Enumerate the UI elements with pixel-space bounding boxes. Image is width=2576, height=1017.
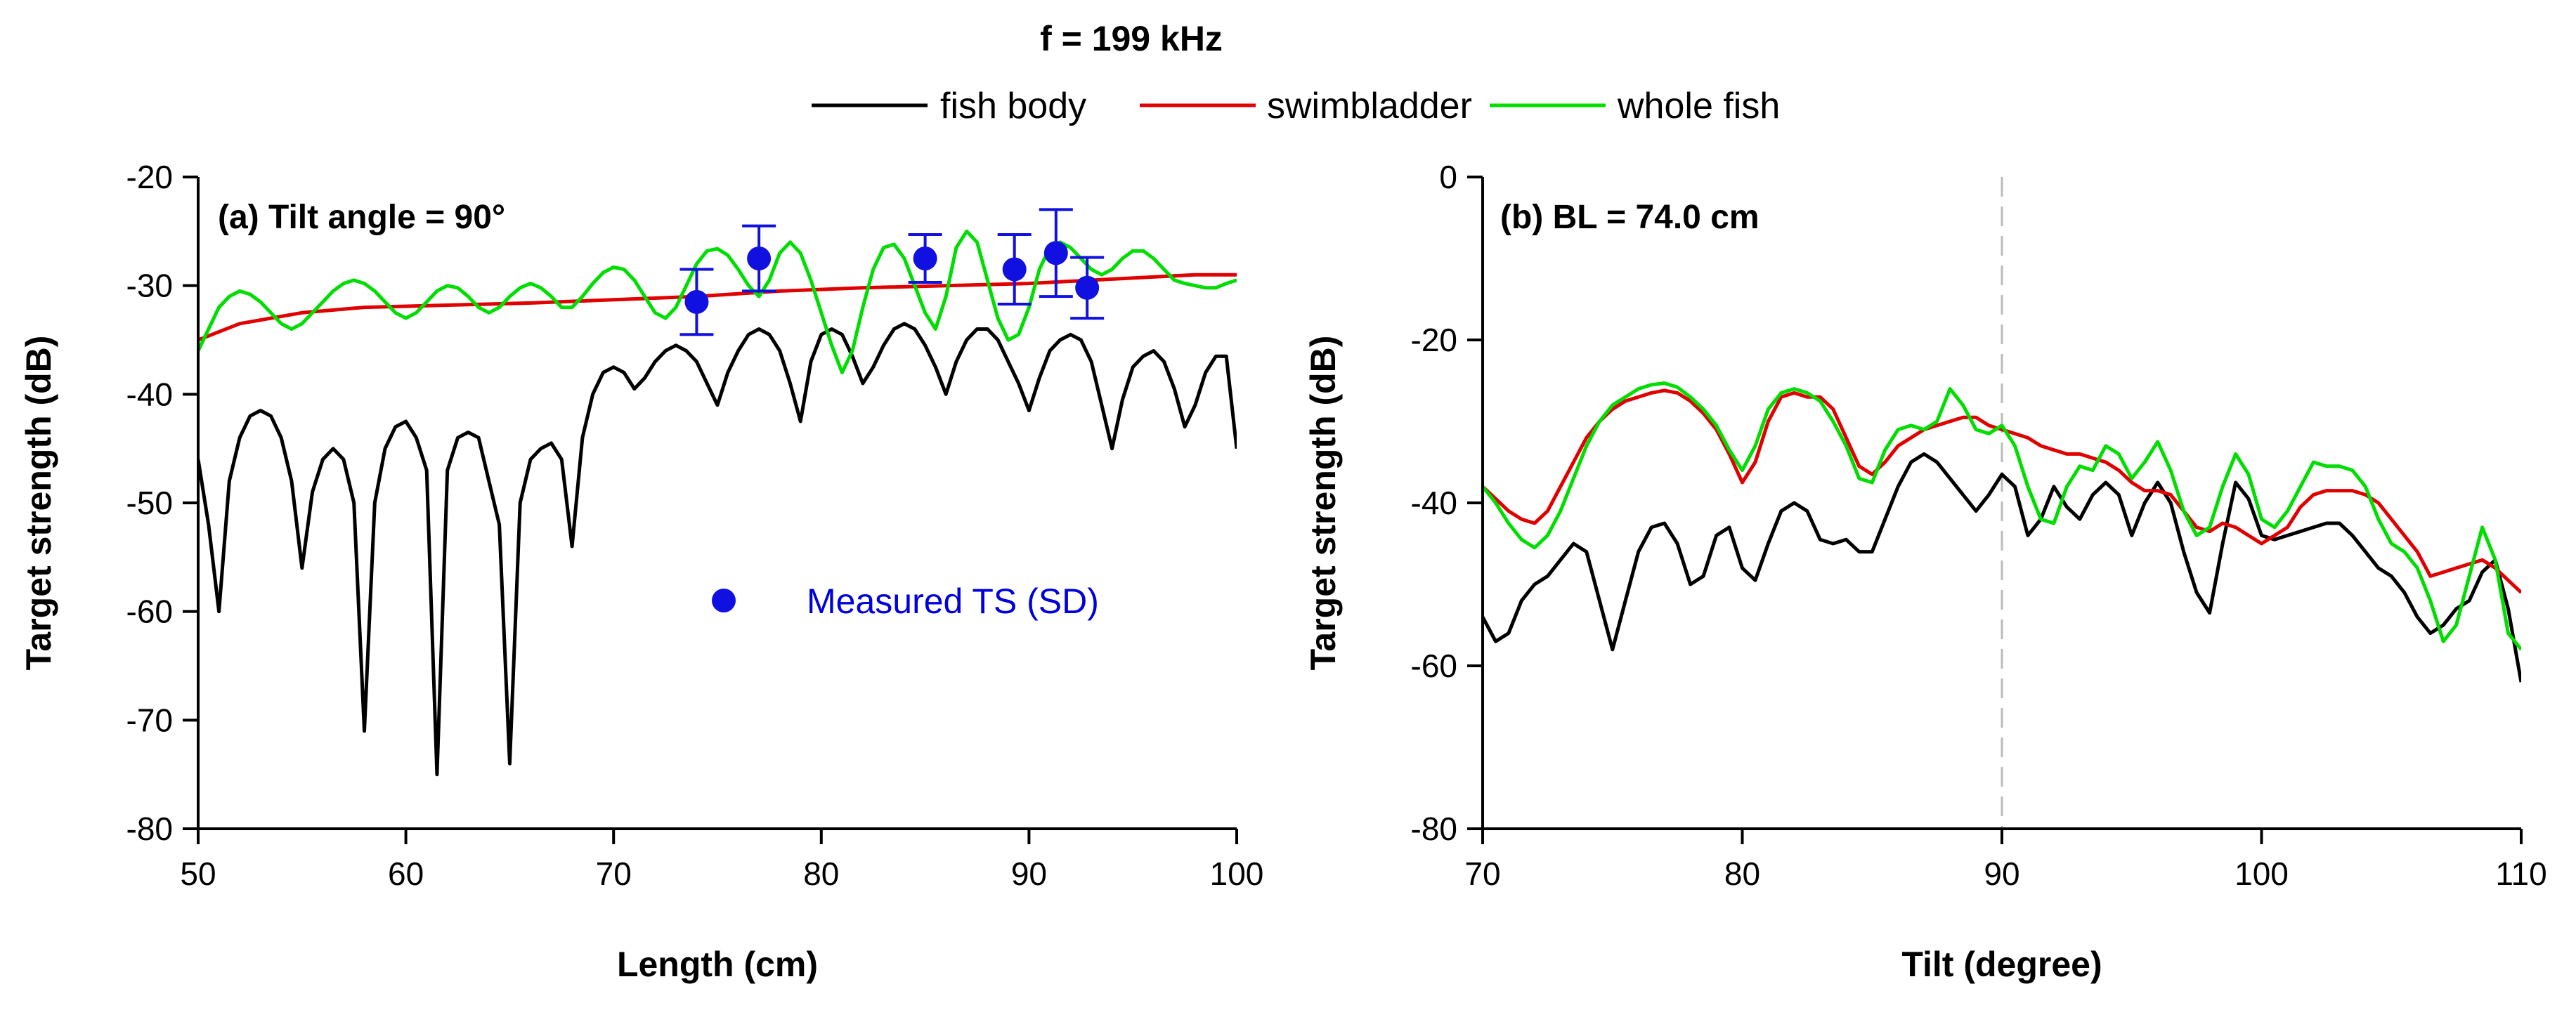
panel-a-x-tick-label: 70 xyxy=(596,855,632,892)
panel-a-measured-point-2 xyxy=(913,247,937,270)
panel-b-x-tick-label: 90 xyxy=(1984,855,2019,892)
panel-b-y-tick-label: -60 xyxy=(1411,648,1457,684)
panel-b-y-axis-title: Target strength (dB) xyxy=(1303,336,1343,671)
panel-b-y-tick-label: -20 xyxy=(1411,322,1457,358)
legend-label-swimbladder: swimbladder xyxy=(1267,86,1472,126)
panel-b-x-tick-label: 80 xyxy=(1724,855,1760,892)
panel-b-x-tick-label: 110 xyxy=(2495,855,2546,892)
panel-b: 70 80 90 100 110 -80 -60 -40 -20 0 Tilt (degree) Ta… xyxy=(1303,159,2547,984)
panel-a-measured-legend-marker xyxy=(712,589,736,612)
panel-a-x-tick-label: 60 xyxy=(388,855,424,892)
panel-b-y-tick-label: -40 xyxy=(1411,485,1457,521)
panel-a-y-tick-label: -50 xyxy=(126,485,173,521)
panel-b-label: (b) BL = 74.0 cm xyxy=(1500,199,1759,236)
panel-a-x-tick-label: 80 xyxy=(803,855,839,892)
panel-a-y-tick-label: -30 xyxy=(126,268,173,304)
panel-a-series-whole-fish xyxy=(198,229,1237,374)
panel-b-series-swimbladder xyxy=(1483,388,2521,594)
legend: fish body swimbladder whole fish xyxy=(812,86,1780,126)
panel-a-series-fish-body xyxy=(198,322,1237,777)
panel-a-label: (a) Tilt angle = 90° xyxy=(218,199,505,236)
panel-a-y-tick-label: -60 xyxy=(126,593,173,630)
panel-b-series-fish-body xyxy=(1483,452,2521,683)
panel-b-y-tick-label: 0 xyxy=(1439,159,1457,195)
panel-b-x-tick-label: 70 xyxy=(1464,855,1500,892)
panel-a-x-tick-label: 100 xyxy=(1210,855,1264,892)
panel-a-measured-legend-label: Measured TS (SD) xyxy=(807,582,1099,621)
panel-a-measured-point-5 xyxy=(1075,275,1100,300)
panel-a-y-tick-label: -70 xyxy=(126,702,173,738)
panel-a-x-axis-title: Length (cm) xyxy=(617,945,818,984)
panel-b-y-tick-label: -80 xyxy=(1411,811,1457,847)
panel-b-x-axis-title: Tilt (degree) xyxy=(1901,945,2102,984)
panel-a-x-tick-label: 90 xyxy=(1011,855,1047,892)
panel-a: Measured TS (SD) 50 60 70 80 90 100 -80 -70 -60 -5… xyxy=(19,159,1263,984)
panel-a-measured-point-0 xyxy=(684,289,709,314)
panel-a-y-tick-label: -40 xyxy=(126,376,173,412)
panel-a-measured-point-3 xyxy=(1002,257,1027,282)
panel-a-y-tick-label: -80 xyxy=(126,811,173,847)
panel-a-measured-point-1 xyxy=(747,247,772,270)
legend-label-whole-fish: whole fish xyxy=(1617,86,1780,126)
panel-b-x-tick-label: 100 xyxy=(2235,855,2289,892)
figure-title: f = 199 kHz xyxy=(1040,19,1223,58)
legend-label-fish-body: fish body xyxy=(940,86,1086,126)
panel-a-y-tick-label: -20 xyxy=(126,159,173,195)
panel-a-x-tick-label: 50 xyxy=(180,855,216,892)
panel-a-measured-point-4 xyxy=(1043,241,1068,265)
panel-a-y-axis-title: Target strength (dB) xyxy=(19,336,58,671)
panel-b-series-whole-fish xyxy=(1483,381,2521,651)
